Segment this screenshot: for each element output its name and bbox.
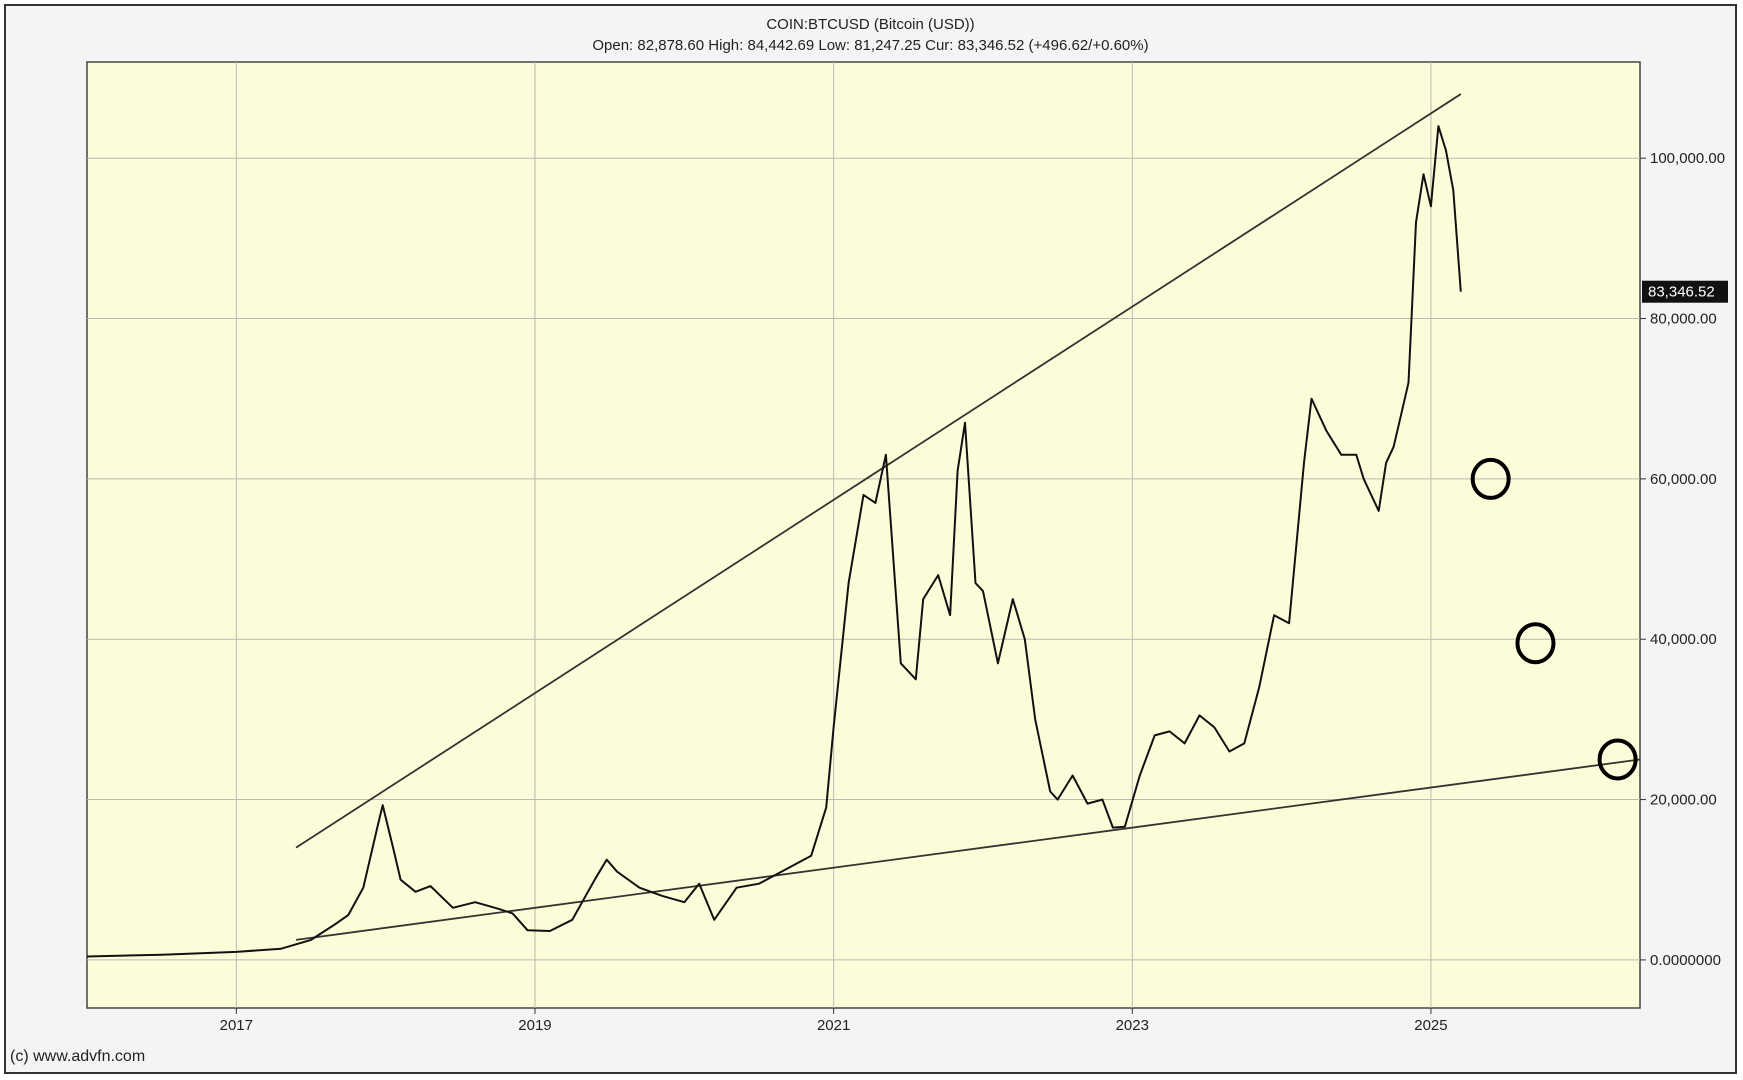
trendlines [295, 93, 1641, 941]
trendline [295, 758, 1641, 941]
x-tick-label: 2025 [1414, 1017, 1447, 1034]
x-tick-label: 2019 [518, 1017, 551, 1034]
current-price-marker: 83,346.52 [1642, 280, 1728, 303]
trendline [295, 93, 1462, 849]
annotation-circle [1470, 457, 1511, 500]
copyright-footer[interactable]: (c) www.advfn.com [10, 1048, 146, 1065]
current-price-label: 83,346.52 [1648, 284, 1715, 301]
price-series-line [86, 125, 1462, 958]
annotations [1470, 457, 1638, 781]
y-tick-label: 60,000.00 [1650, 471, 1717, 488]
x-tick-label: 2023 [1116, 1017, 1149, 1034]
annotation-circle [1515, 622, 1556, 665]
y-tick-label: 100,000.00 [1650, 150, 1725, 167]
chart-title: COIN:BTCUSD (Bitcoin (USD)) [766, 16, 975, 33]
y-tick-label: 0.0000000 [1650, 952, 1721, 969]
ohlc-stats: Open: 82,878.60 High: 84,442.69 Low: 81,… [592, 37, 1149, 54]
plot-area [86, 61, 1641, 1009]
y-tick-label: 20,000.00 [1650, 792, 1717, 809]
annotation-circle [1597, 738, 1638, 781]
current-price-badge [1642, 280, 1728, 303]
chart-header: COIN:BTCUSD (Bitcoin (USD)) Open: 82,878… [6, 14, 1735, 56]
x-tick-label: 2017 [220, 1017, 253, 1034]
x-axis: 2017 2019 2021 2023 2025 [220, 1008, 1448, 1034]
y-tick-label: 40,000.00 [1650, 631, 1717, 648]
series [86, 125, 1462, 958]
y-axis: 0.0000000 20,000.00 40,000.00 60,000.00 80,0… [1640, 150, 1725, 969]
y-tick-label: 80,000.00 [1650, 311, 1717, 328]
grid [87, 62, 1640, 1008]
x-tick-label: 2021 [817, 1017, 850, 1034]
